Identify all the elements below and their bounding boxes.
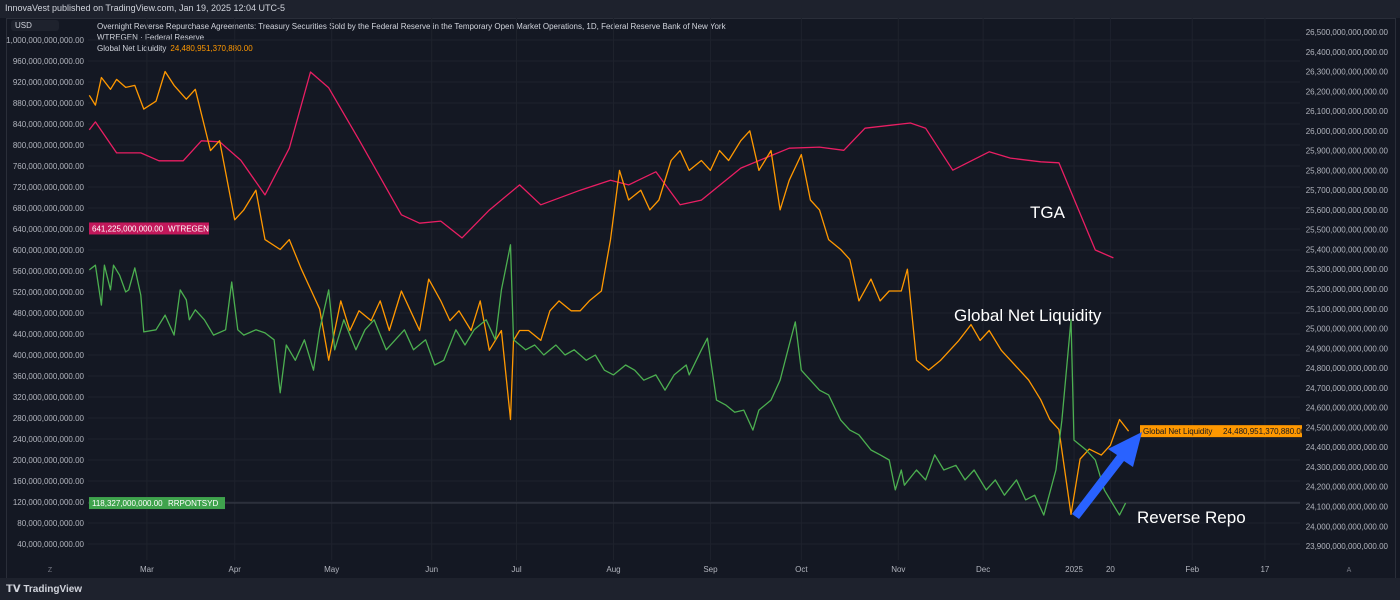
annotation-gnl: Global Net Liquidity: [954, 306, 1102, 325]
right-axis-tick: 26,300,000,000,000.00: [1306, 68, 1389, 77]
legend-gnl[interactable]: Global Net Liquidity 24,480,951,370,880.0…: [97, 44, 253, 53]
left-axis-tick: 440,000,000,000.00: [13, 330, 85, 339]
series-line-global-net-liquidity[interactable]: [88, 70, 1130, 516]
left-axis-tick: 480,000,000,000.00: [13, 309, 85, 318]
right-axis-tick: 25,500,000,000,000.00: [1306, 226, 1389, 235]
series-line-wtregen[interactable]: [88, 71, 1114, 259]
right-axis-tick: 26,400,000,000,000.00: [1306, 48, 1389, 57]
legend-tga[interactable]: WTREGEN · Federal Reserve: [97, 33, 205, 42]
x-axis-tick: Feb: [1185, 565, 1199, 574]
right-axis-tick: 24,100,000,000,000.00: [1306, 502, 1389, 511]
tradingview-logo[interactable]: 𝗧𝗩 TradingView: [6, 584, 82, 595]
right-axis-tick: 25,800,000,000,000.00: [1306, 166, 1389, 175]
right-axis-tick: 24,600,000,000,000.00: [1306, 404, 1389, 413]
right-axis-tick: 24,700,000,000,000.00: [1306, 384, 1389, 393]
annotation-rrp: Reverse Repo: [1137, 508, 1246, 527]
tv-brand: TradingView: [23, 584, 83, 595]
x-axis-tick: Sep: [703, 565, 718, 574]
tga-last-label-bg: [89, 222, 209, 235]
right-axis-tick: 25,400,000,000,000.00: [1306, 245, 1389, 254]
right-axis-tick: 25,200,000,000,000.00: [1306, 285, 1389, 294]
annotation-tga: TGA: [1030, 203, 1065, 222]
tv-logo-icon: 𝗧𝗩: [6, 584, 24, 595]
scale-toggle-z[interactable]: Z: [48, 567, 53, 574]
left-axis-tick: 840,000,000,000.00: [13, 120, 85, 129]
tga-last-label-value: 641,225,000,000.00: [92, 224, 164, 233]
left-axis-tick: 400,000,000,000.00: [13, 351, 85, 360]
publish-bar: InnovaVest published on TradingView.com,…: [0, 0, 1400, 18]
left-axis-tick: 280,000,000,000.00: [13, 414, 85, 423]
right-axis-tick: 25,700,000,000,000.00: [1306, 186, 1389, 195]
right-axis-tick: 25,300,000,000,000.00: [1306, 265, 1389, 274]
left-axis-tick: 200,000,000,000.00: [13, 456, 85, 465]
right-axis-tick: 23,900,000,000,000.00: [1306, 542, 1389, 551]
x-axis-tick: Apr: [229, 565, 242, 574]
right-axis-tick: 24,200,000,000,000.00: [1306, 483, 1389, 492]
left-axis-tick: 80,000,000,000.00: [17, 519, 84, 528]
legend-rrp[interactable]: Overnight Reverse Repurchase Agreements:…: [97, 22, 726, 31]
left-axis-tick: 320,000,000,000.00: [13, 393, 85, 402]
left-axis-tick: 960,000,000,000.00: [13, 57, 85, 66]
right-axis-tick: 24,900,000,000,000.00: [1306, 344, 1389, 353]
gnl-last-label-bg: [1140, 425, 1302, 438]
footer-bar: [0, 578, 1400, 600]
left-axis-tick: 640,000,000,000.00: [13, 225, 85, 234]
right-axis-tick: 24,300,000,000,000.00: [1306, 463, 1389, 472]
x-axis-tick: Jul: [511, 565, 521, 574]
rrp-last-label-name: RRPONTSYD: [168, 499, 218, 508]
left-axis-tick: 760,000,000,000.00: [13, 162, 85, 171]
right-axis-tick: 24,400,000,000,000.00: [1306, 443, 1389, 452]
gnl-last-label-value: Global Net Liquidity: [1143, 427, 1212, 436]
x-axis-tick: Dec: [976, 565, 990, 574]
right-axis-tick: 26,100,000,000,000.00: [1306, 107, 1389, 116]
legend-gnl-title: Global Net Liquidity: [97, 44, 167, 53]
rrp-last-label-value: 118,327,000,000.00: [92, 499, 163, 508]
chart-frame: [6, 18, 1396, 580]
right-axis-tick: 24,000,000,000,000.00: [1306, 522, 1389, 531]
left-axis-tick: 360,000,000,000.00: [13, 372, 85, 381]
legend-gnl-value: 24,480,951,370,880.00: [170, 44, 253, 53]
right-axis-tick: 25,600,000,000,000.00: [1306, 206, 1389, 215]
right-axis-tick: 26,500,000,000,000.00: [1306, 28, 1389, 37]
x-axis-tick: May: [324, 565, 339, 574]
left-axis-tick: 680,000,000,000.00: [13, 204, 85, 213]
x-axis-tick: Oct: [795, 565, 808, 574]
left-axis-tick: 600,000,000,000.00: [13, 246, 85, 255]
tga-last-label-name: WTREGEN: [168, 224, 209, 233]
left-axis-tick: 880,000,000,000.00: [13, 99, 85, 108]
left-axis-tick: 920,000,000,000.00: [13, 78, 85, 87]
left-axis-tick: 520,000,000,000.00: [13, 288, 85, 297]
left-axis-tick: 560,000,000,000.00: [13, 267, 85, 276]
trend-arrow-icon: [1072, 432, 1142, 519]
right-axis-tick: 24,500,000,000,000.00: [1306, 423, 1389, 432]
publish-info: InnovaVest published on TradingView.com,…: [5, 3, 286, 13]
x-axis-tick: 20: [1106, 565, 1115, 574]
gnl-last-label-name: 24,480,951,370,880.00: [1223, 427, 1306, 436]
x-axis-tick: Jun: [425, 565, 438, 574]
x-axis-tick: 17: [1260, 565, 1269, 574]
left-axis-tick: 120,000,000,000.00: [13, 498, 85, 507]
rrp-last-label-bg: [89, 497, 225, 510]
right-axis-tick: 25,100,000,000,000.00: [1306, 305, 1389, 314]
auto-scale-toggle[interactable]: A: [1347, 567, 1352, 574]
right-axis-tick: 26,000,000,000,000.00: [1306, 127, 1389, 136]
x-axis-tick: Mar: [140, 565, 154, 574]
left-axis-tick: 1,000,000,000,000.00: [6, 36, 84, 45]
right-axis-tick: 25,000,000,000,000.00: [1306, 325, 1389, 334]
left-axis-tick: 160,000,000,000.00: [13, 477, 85, 486]
left-axis-tick: 240,000,000,000.00: [13, 435, 85, 444]
left-axis-tick: 800,000,000,000.00: [13, 141, 85, 150]
x-axis-tick: Nov: [891, 565, 905, 574]
currency-button[interactable]: USD: [11, 20, 59, 31]
right-axis-tick: 25,900,000,000,000.00: [1306, 147, 1389, 156]
left-axis-tick: 40,000,000,000.00: [17, 540, 84, 549]
x-axis-tick: Aug: [606, 565, 620, 574]
x-axis-tick: 2025: [1065, 565, 1083, 574]
left-axis-tick: 720,000,000,000.00: [13, 183, 85, 192]
right-axis-tick: 26,200,000,000,000.00: [1306, 87, 1389, 96]
series-line-rrpontsyd[interactable]: [88, 244, 1127, 516]
right-axis-tick: 24,800,000,000,000.00: [1306, 364, 1389, 373]
